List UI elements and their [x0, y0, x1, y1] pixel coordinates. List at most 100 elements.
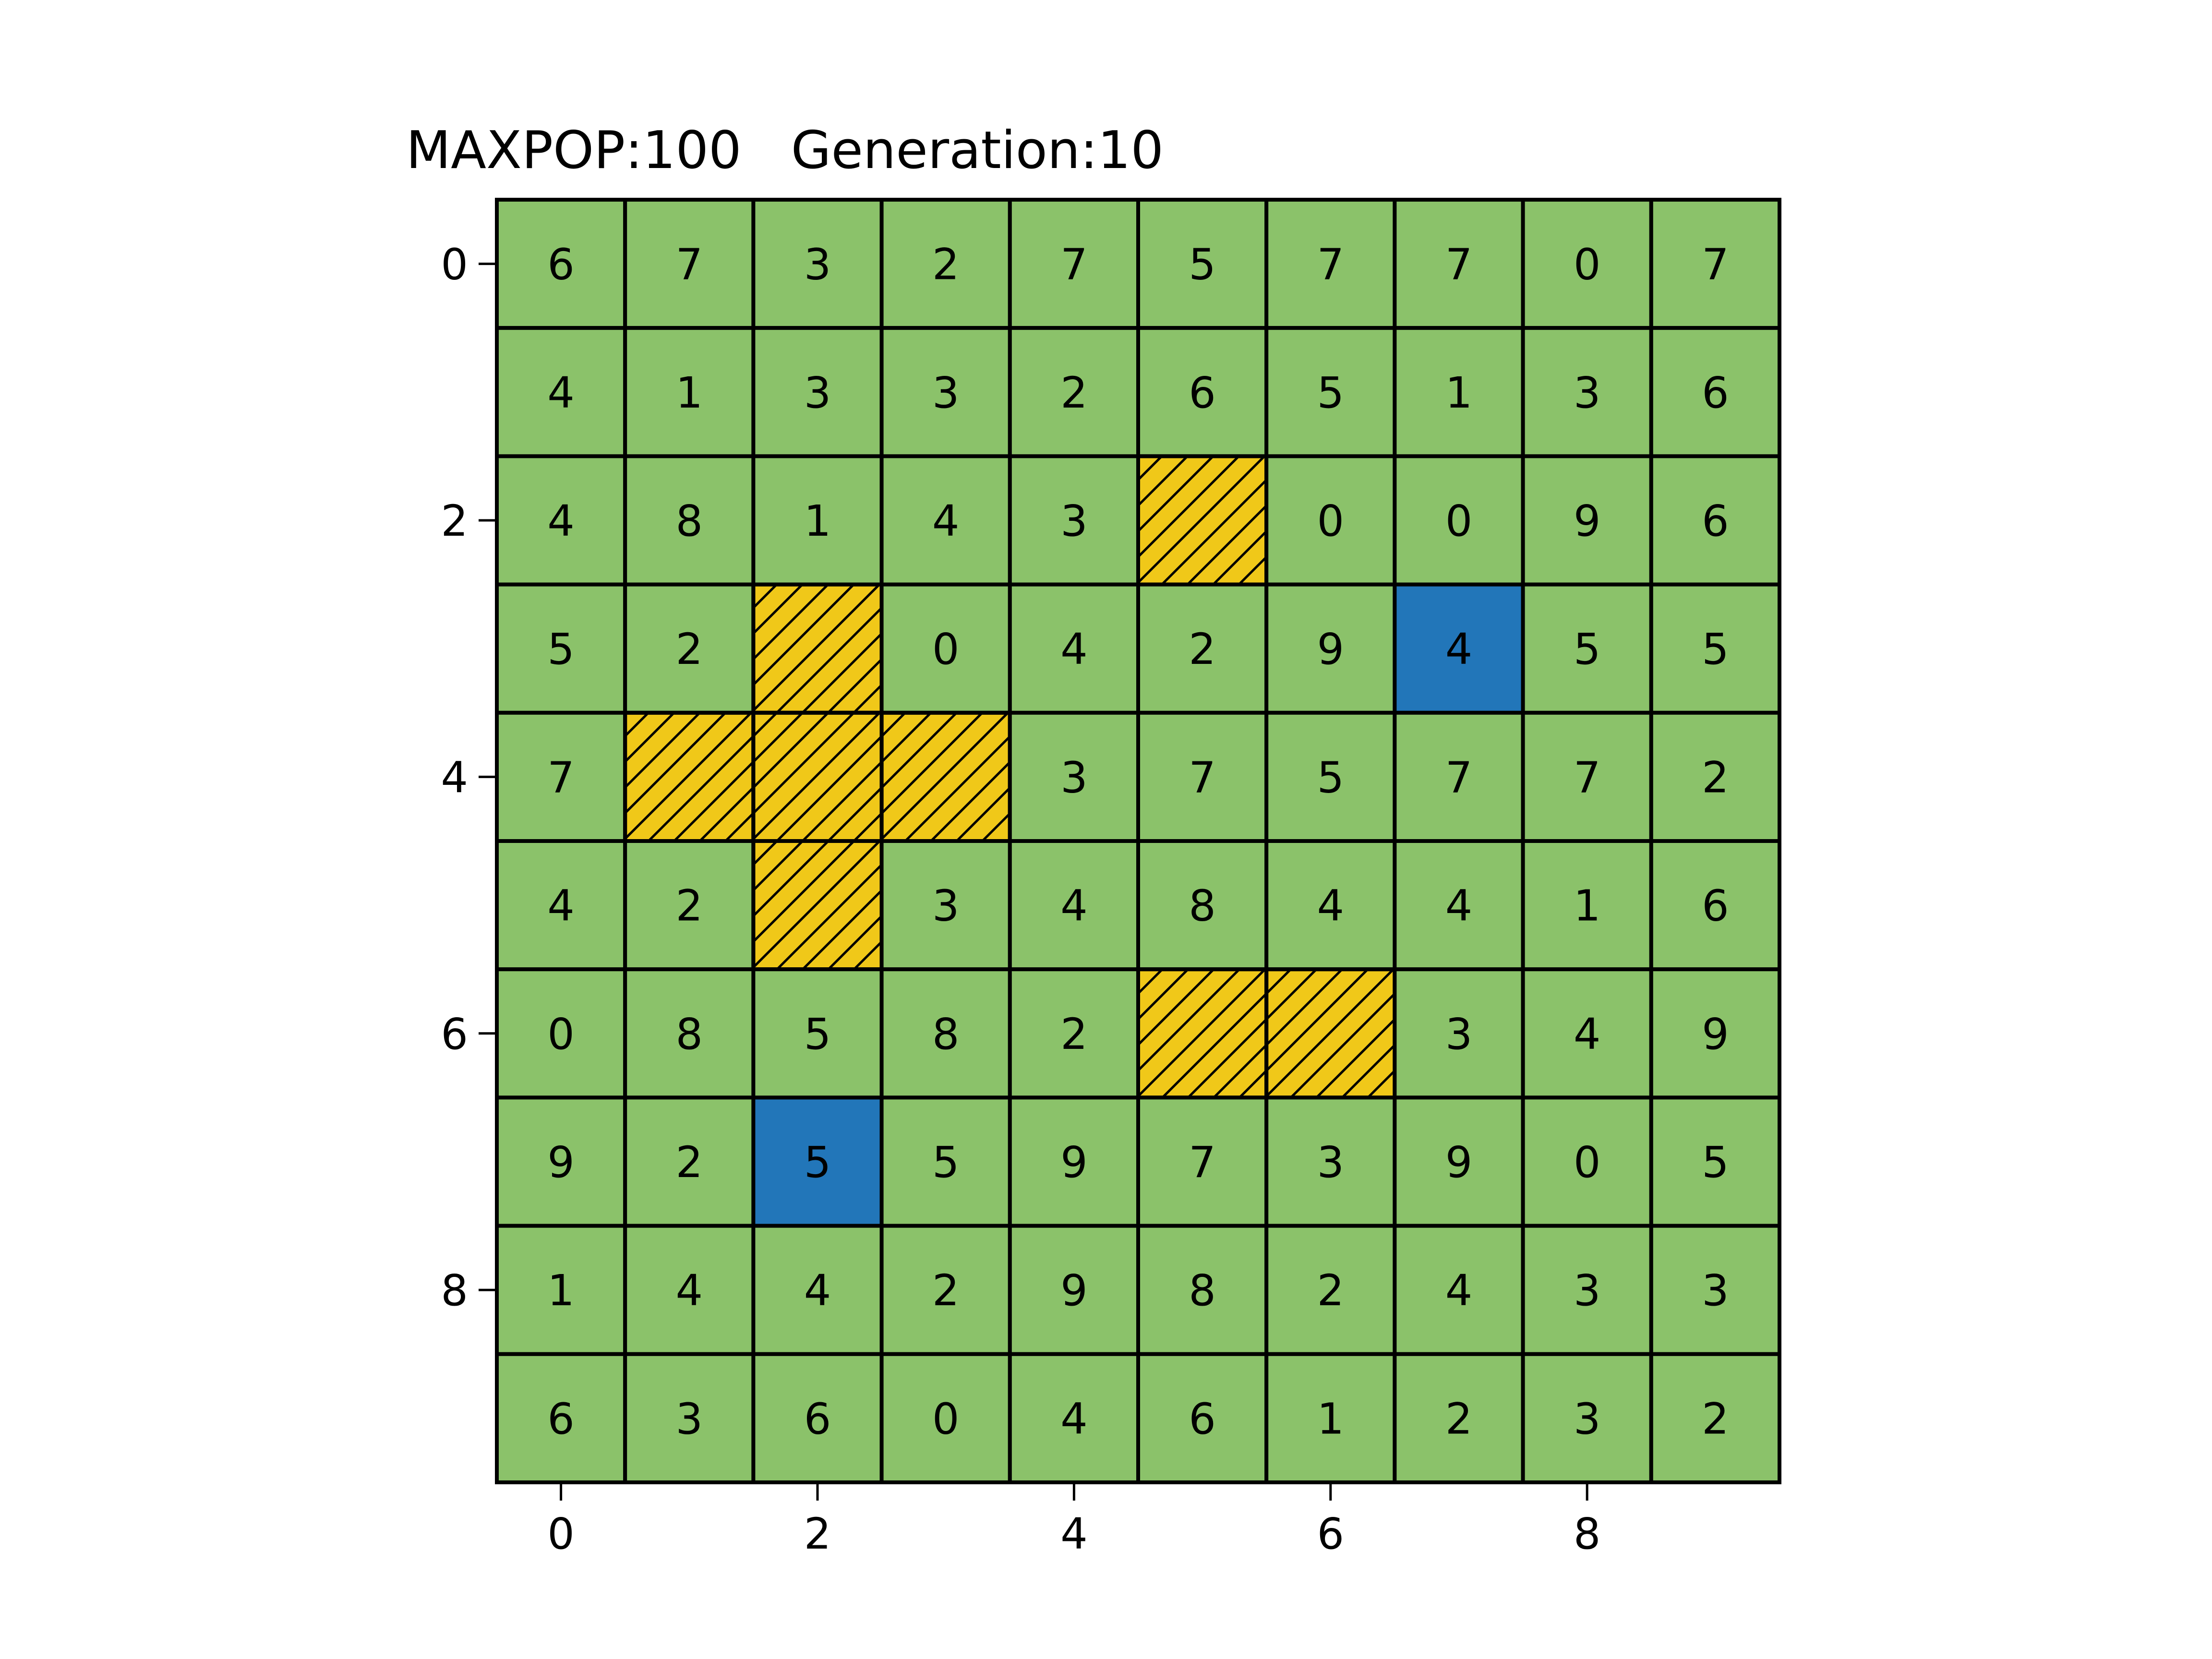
cell-value-r1-c8: 3 — [1574, 368, 1601, 418]
cell-value-r2-c6: 0 — [1317, 496, 1344, 546]
cell-value-r6-c4: 2 — [1060, 1009, 1088, 1059]
grid-cell-r8-c3 — [879, 1224, 1012, 1356]
cell-value-r6-c0: 0 — [547, 1009, 575, 1059]
cell-value-r2-c7: 0 — [1445, 496, 1473, 546]
cell-value-r1-c5: 6 — [1189, 368, 1216, 418]
grid-cell-r4-c5 — [1136, 710, 1269, 843]
grid-cell-r0-c7 — [1393, 198, 1525, 330]
grid-cell-r6-c9 — [1649, 967, 1782, 1100]
cell-value-r7-c3: 5 — [932, 1137, 960, 1187]
cell-value-r9-c1: 3 — [675, 1394, 703, 1443]
cell-value-r1-c4: 2 — [1060, 368, 1088, 418]
grid-cell-r6-c3 — [879, 967, 1012, 1100]
cell-value-r6-c3: 8 — [932, 1009, 960, 1059]
cell-value-r4-c9: 2 — [1702, 752, 1729, 802]
hatch-overlay-r4-c1 — [623, 710, 756, 843]
cell-value-r8-c8: 3 — [1574, 1265, 1601, 1315]
y-tick-label-8: 8 — [441, 1265, 468, 1315]
grid-cell-r8-c9 — [1649, 1224, 1782, 1356]
grid-cell-r1-c1 — [623, 326, 756, 458]
cell-value-r7-c8: 0 — [1574, 1137, 1601, 1187]
cell-value-r7-c4: 9 — [1060, 1137, 1088, 1187]
cell-value-r5-c0: 4 — [547, 881, 575, 931]
grid-cell-r8-c7 — [1393, 1224, 1525, 1356]
cell-value-r7-c1: 2 — [675, 1137, 703, 1187]
grid-cell-r1-c3 — [879, 326, 1012, 458]
cell-value-r8-c9: 3 — [1702, 1265, 1729, 1315]
grid-cell-r8-c1 — [623, 1224, 756, 1356]
grid-cell-r5-c5 — [1136, 839, 1269, 972]
grid-cell-r7-c3 — [879, 1095, 1012, 1228]
cells-layer: 6 7 3 2 7 5 7 7 0 7 4 1 3 3 2 6 5 1 3 6 4 8 1 4 3 0 0 9 6 5 2 0 4 2 9 4 5 5 7 3… — [495, 198, 1782, 1485]
cell-value-r5-c4: 4 — [1060, 881, 1088, 931]
grid-cell-r2-c1 — [623, 454, 756, 587]
cell-value-r8-c5: 8 — [1189, 1265, 1216, 1315]
hatch-overlay-r4-c3 — [879, 710, 1012, 843]
cell-value-r1-c3: 3 — [932, 368, 960, 418]
cell-value-r0-c1: 7 — [675, 240, 703, 289]
cell-value-r1-c0: 4 — [547, 368, 575, 418]
cell-value-r6-c8: 4 — [1574, 1009, 1601, 1059]
x-tick-label-6: 6 — [1317, 1509, 1344, 1559]
grid-cell-r0-c9 — [1649, 198, 1782, 330]
cell-value-r0-c3: 2 — [932, 240, 960, 289]
grid-cell-r7-c4 — [1008, 1095, 1141, 1228]
grid-cell-r7-c5 — [1136, 1095, 1269, 1228]
cell-value-r7-c7: 9 — [1445, 1137, 1473, 1187]
cell-value-r6-c1: 8 — [675, 1009, 703, 1059]
grid-cell-r3-c0 — [495, 582, 627, 715]
cell-value-r5-c7: 4 — [1445, 881, 1473, 931]
cell-value-r8-c6: 2 — [1317, 1265, 1344, 1315]
cell-value-r5-c3: 3 — [932, 881, 960, 931]
cell-value-r3-c4: 4 — [1060, 624, 1088, 674]
y-tick-label-2: 2 — [441, 496, 468, 546]
cell-value-r3-c9: 5 — [1702, 624, 1729, 674]
grid-cell-r5-c0 — [495, 839, 627, 972]
grid-cell-r7-c6 — [1264, 1095, 1397, 1228]
y-tick-label-0: 0 — [441, 240, 468, 289]
x-tick-label-8: 8 — [1574, 1509, 1601, 1559]
cell-value-r5-c6: 4 — [1317, 881, 1344, 931]
cell-value-r9-c5: 6 — [1189, 1394, 1216, 1443]
cell-value-r6-c2: 5 — [804, 1009, 831, 1059]
grid-cell-r1-c9 — [1649, 326, 1782, 458]
cell-value-r0-c4: 7 — [1060, 240, 1088, 289]
cell-value-r4-c6: 5 — [1317, 752, 1344, 802]
grid-cell-r8-c4 — [1008, 1224, 1141, 1356]
cell-value-r7-c6: 3 — [1317, 1137, 1344, 1187]
x-tick-label-2: 2 — [804, 1509, 831, 1559]
cell-value-r5-c1: 2 — [675, 881, 703, 931]
cell-value-r3-c6: 9 — [1317, 624, 1344, 674]
y-tick-label-4: 4 — [441, 752, 468, 802]
cell-value-r3-c3: 0 — [932, 624, 960, 674]
cell-value-r6-c9: 9 — [1702, 1009, 1729, 1059]
grid-cell-r9-c7 — [1393, 1352, 1525, 1485]
cell-value-r7-c0: 9 — [547, 1137, 575, 1187]
grid-cell-r4-c6 — [1264, 710, 1397, 843]
grid-cell-r3-c6 — [1264, 582, 1397, 715]
cell-value-r2-c1: 8 — [675, 496, 703, 546]
grid-cell-r1-c6 — [1264, 326, 1397, 458]
y-tick-label-6: 6 — [441, 1009, 468, 1059]
cell-value-r5-c5: 8 — [1189, 881, 1216, 931]
cell-value-r1-c9: 6 — [1702, 368, 1729, 418]
cell-value-r4-c8: 7 — [1574, 752, 1601, 802]
hatch-overlay-r2-c5 — [1136, 454, 1269, 587]
cell-value-r0-c6: 7 — [1317, 240, 1344, 289]
grid-cell-r7-c2 — [751, 1095, 884, 1228]
cell-value-r9-c7: 2 — [1445, 1394, 1473, 1443]
grid-cell-r2-c9 — [1649, 454, 1782, 587]
cell-value-r4-c4: 3 — [1060, 752, 1088, 802]
grid-cell-r4-c7 — [1393, 710, 1525, 843]
grid-cell-r2-c2 — [751, 454, 884, 587]
x-tick-label-4: 4 — [1060, 1509, 1088, 1559]
grid-cell-r6-c8 — [1521, 967, 1653, 1100]
cell-value-r9-c9: 2 — [1702, 1394, 1729, 1443]
grid-cell-r1-c8 — [1521, 326, 1653, 458]
grid-cell-r9-c5 — [1136, 1352, 1269, 1485]
cell-value-r1-c1: 1 — [675, 368, 703, 418]
cell-value-r0-c8: 0 — [1574, 240, 1601, 289]
cell-value-r1-c7: 1 — [1445, 368, 1473, 418]
grid-cell-r7-c7 — [1393, 1095, 1525, 1228]
